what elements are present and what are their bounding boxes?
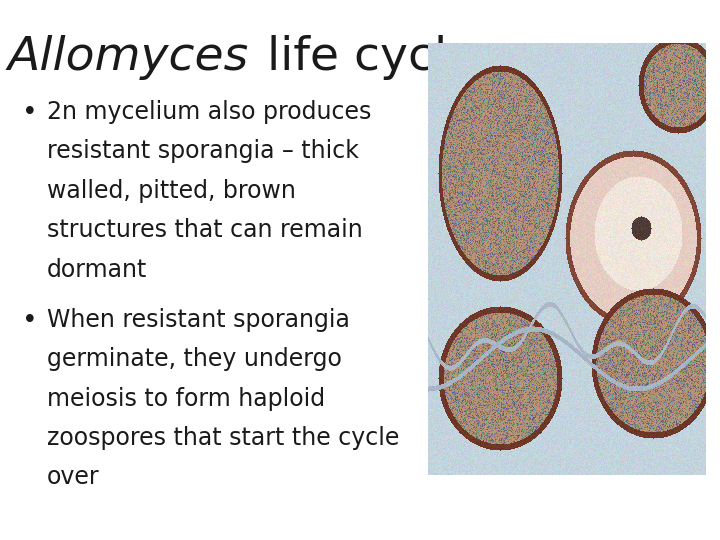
Text: walled, pitted, brown: walled, pitted, brown	[47, 179, 296, 202]
Text: dormant: dormant	[47, 258, 147, 281]
Text: •: •	[22, 100, 37, 126]
Text: life cycle: life cycle	[252, 35, 476, 80]
Text: germinate, they undergo: germinate, they undergo	[47, 347, 342, 371]
Text: over: over	[47, 465, 99, 489]
Text: 2n mycelium also produces: 2n mycelium also produces	[47, 100, 372, 124]
Text: meiosis to form haploid: meiosis to form haploid	[47, 387, 325, 410]
Text: Allomyces: Allomyces	[7, 35, 248, 80]
Text: zoospores that start the cycle: zoospores that start the cycle	[47, 426, 399, 450]
Text: structures that can remain: structures that can remain	[47, 218, 363, 242]
Text: When resistant sporangia: When resistant sporangia	[47, 308, 350, 332]
Text: •: •	[22, 308, 37, 334]
Text: resistant sporangia – thick: resistant sporangia – thick	[47, 139, 359, 163]
